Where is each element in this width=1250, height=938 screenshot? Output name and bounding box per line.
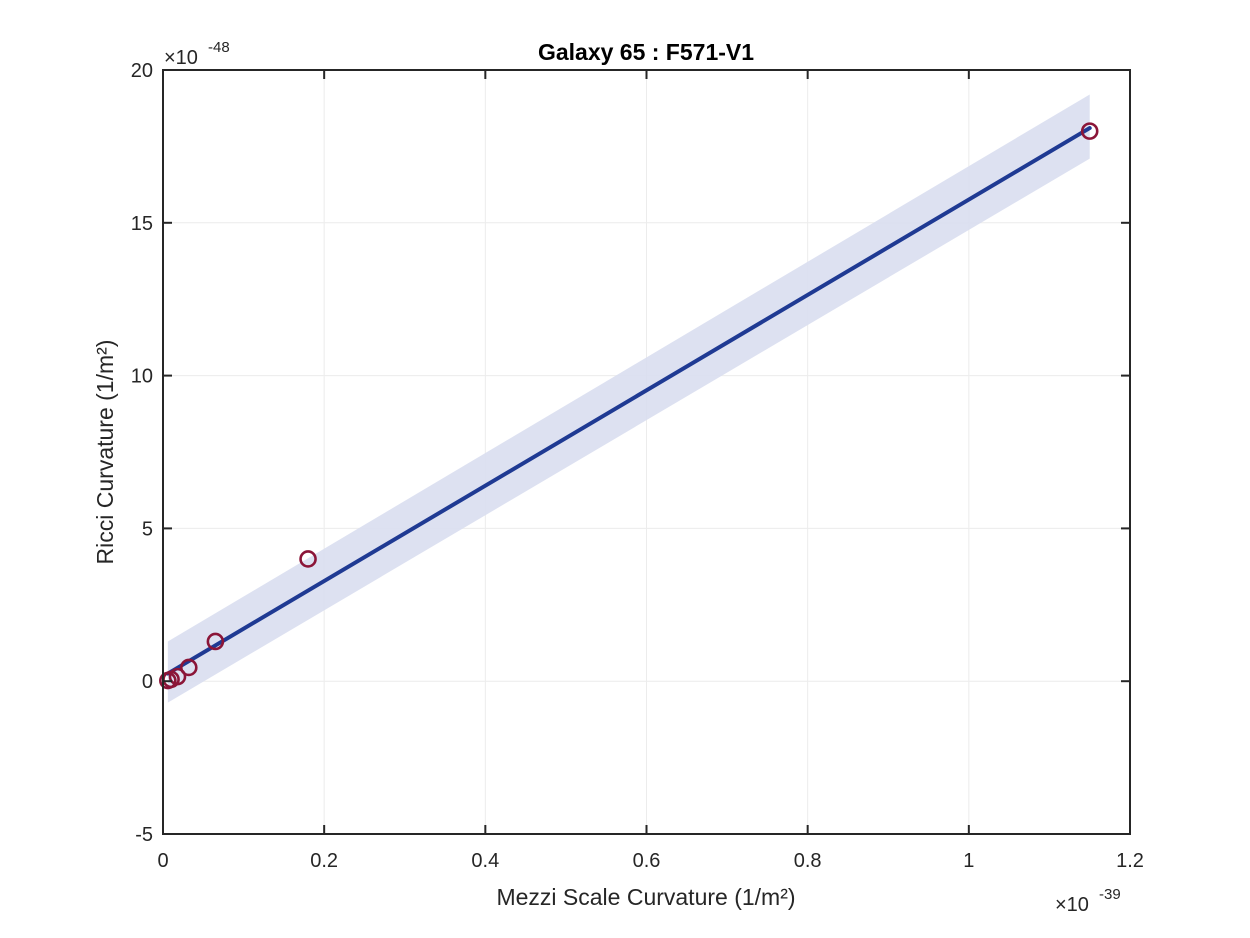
x-axis-label: Mezzi Scale Curvature (1/m²) <box>496 884 795 910</box>
x-tick-label-4: 0.8 <box>794 850 822 872</box>
y-tick-label-3: 10 <box>131 366 153 388</box>
x-tick-label-3: 0.6 <box>633 850 661 872</box>
y-axis-multiplier: ×10 -48 <box>164 39 230 69</box>
data-point-4 <box>206 632 225 651</box>
axes <box>162 69 1131 835</box>
data-points <box>159 122 1099 690</box>
data-point-5 <box>299 550 317 568</box>
y-multiplier-base: ×10 <box>164 47 198 69</box>
data-point-6 <box>1080 122 1099 140</box>
y-multiplier-exponent: -48 <box>208 39 230 56</box>
x-tick-label-6: 1.2 <box>1116 850 1144 872</box>
x-axis-multiplier: ×10 -39 <box>1055 886 1121 916</box>
data-point-2 <box>168 667 187 686</box>
y-tick-label-0: -5 <box>135 824 153 846</box>
y-tick-label-5: 20 <box>131 60 153 82</box>
chart-title: Galaxy 65 : F571-V1 <box>538 39 754 65</box>
y-tick-label-4: 15 <box>131 213 153 235</box>
x-tick-label-5: 1 <box>963 850 974 872</box>
x-multiplier-base: ×10 <box>1055 894 1089 916</box>
y-axis-label: Ricci Curvature (1/m²) <box>92 340 118 565</box>
fit-line <box>165 126 1092 676</box>
fit-line-layer <box>165 126 1092 676</box>
y-tick-label-1: 0 <box>142 671 153 693</box>
x-tick-label-1: 0.2 <box>310 850 338 872</box>
x-tick-label-0: 0 <box>157 850 168 872</box>
y-tick-label-2: 5 <box>142 518 153 540</box>
x-tick-label-2: 0.4 <box>471 850 499 872</box>
x-multiplier-exponent: -39 <box>1099 886 1121 903</box>
data-point-3 <box>179 658 198 677</box>
